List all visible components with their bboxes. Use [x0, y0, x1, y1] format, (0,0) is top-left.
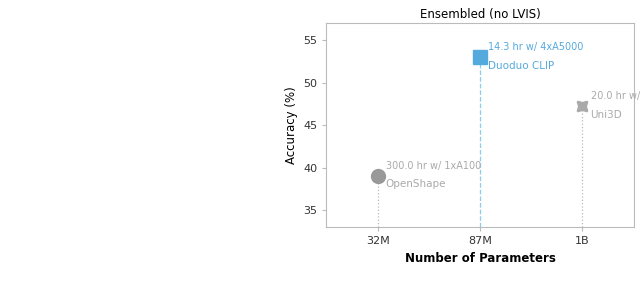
Text: 14.3 hr w/ 4xA5000: 14.3 hr w/ 4xA5000	[488, 42, 584, 52]
Title: Ensembled (no LVIS): Ensembled (no LVIS)	[420, 8, 540, 21]
Text: Uni3D: Uni3D	[591, 110, 622, 120]
X-axis label: Number of Parameters: Number of Parameters	[404, 251, 556, 265]
Text: OpenShape: OpenShape	[386, 180, 446, 189]
Text: 20.0 hr w/ 24xA100: 20.0 hr w/ 24xA100	[591, 91, 640, 101]
Text: Duoduo CLIP: Duoduo CLIP	[488, 61, 554, 71]
Text: 300.0 hr w/ 1xA100: 300.0 hr w/ 1xA100	[386, 161, 481, 171]
Y-axis label: Accuracy (%): Accuracy (%)	[285, 86, 298, 164]
